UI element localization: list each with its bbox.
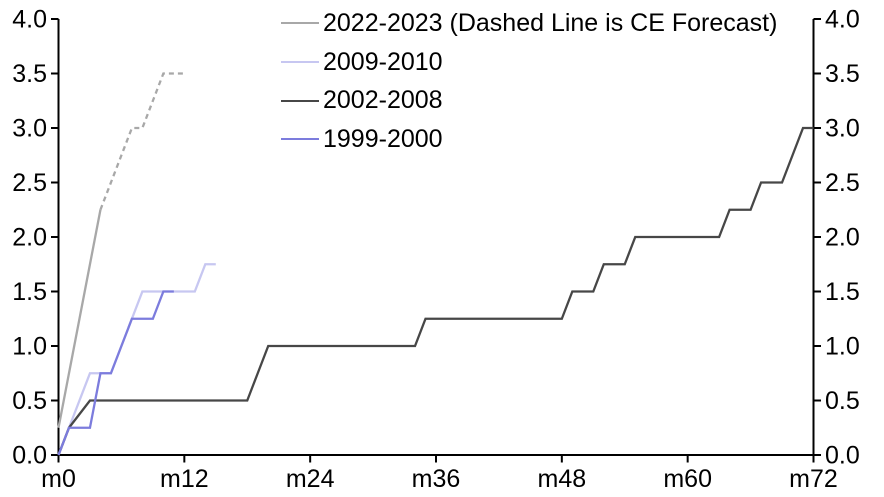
y-axis-label-left: 1.5 bbox=[12, 278, 47, 306]
y-axis-label-left: 4.0 bbox=[12, 6, 47, 34]
y-axis-label-right: 1.5 bbox=[825, 278, 860, 306]
y-axis-label-right: 0.0 bbox=[825, 442, 860, 470]
y-axis-label-right: 2.5 bbox=[825, 169, 860, 197]
legend-label: 1999-2000 bbox=[323, 124, 443, 153]
y-axis-label-right: 2.0 bbox=[825, 224, 860, 252]
legend-line-swatch bbox=[281, 61, 319, 64]
y-axis-label-left: 3.5 bbox=[12, 60, 47, 88]
x-axis-label: m72 bbox=[789, 465, 838, 493]
series-line-3 bbox=[57, 290, 174, 456]
series-line-0 bbox=[99, 72, 185, 211]
y-axis-label-left: 2.0 bbox=[12, 224, 47, 252]
y-axis-label-left: 0.5 bbox=[12, 387, 47, 415]
y-axis-label-left: 1.0 bbox=[12, 333, 47, 361]
legend-item-1999-2000: 1999-2000 bbox=[281, 120, 777, 159]
legend-line-swatch bbox=[281, 138, 319, 141]
x-axis-label: m24 bbox=[286, 465, 335, 493]
y-axis-label-right: 4.0 bbox=[825, 6, 860, 34]
x-axis-label: m12 bbox=[160, 465, 209, 493]
y-axis-label-right: 3.5 bbox=[825, 60, 860, 88]
y-axis-label-left: 2.5 bbox=[12, 169, 47, 197]
chart-legend: 2022-2023 (Dashed Line is CE Forecast) 2… bbox=[281, 4, 777, 159]
legend-label: 2022-2023 (Dashed Line is CE Forecast) bbox=[323, 8, 778, 37]
y-axis-label-right: 1.0 bbox=[825, 333, 860, 361]
series-line-2 bbox=[57, 126, 814, 456]
x-axis-label: m0 bbox=[41, 465, 76, 493]
y-axis-label-left: 3.0 bbox=[12, 115, 47, 143]
legend-item-2022-2023: 2022-2023 (Dashed Line is CE Forecast) bbox=[281, 4, 777, 43]
y-axis-label-right: 0.5 bbox=[825, 387, 860, 415]
x-axis-label: m36 bbox=[412, 465, 461, 493]
legend-item-2009-2010: 2009-2010 bbox=[281, 43, 777, 82]
legend-label: 2009-2010 bbox=[323, 47, 443, 76]
legend-line-swatch bbox=[281, 99, 319, 102]
legend-line-swatch bbox=[281, 22, 319, 25]
x-axis-label: m48 bbox=[538, 465, 587, 493]
series-line-1 bbox=[57, 263, 216, 456]
y-axis-label-left: 0.0 bbox=[12, 442, 47, 470]
x-axis-label: m60 bbox=[663, 465, 712, 493]
legend-item-2002-2008: 2002-2008 bbox=[281, 81, 777, 120]
series-line-0 bbox=[57, 209, 102, 428]
legend-label: 2002-2008 bbox=[323, 86, 443, 115]
y-axis-label-right: 3.0 bbox=[825, 115, 860, 143]
